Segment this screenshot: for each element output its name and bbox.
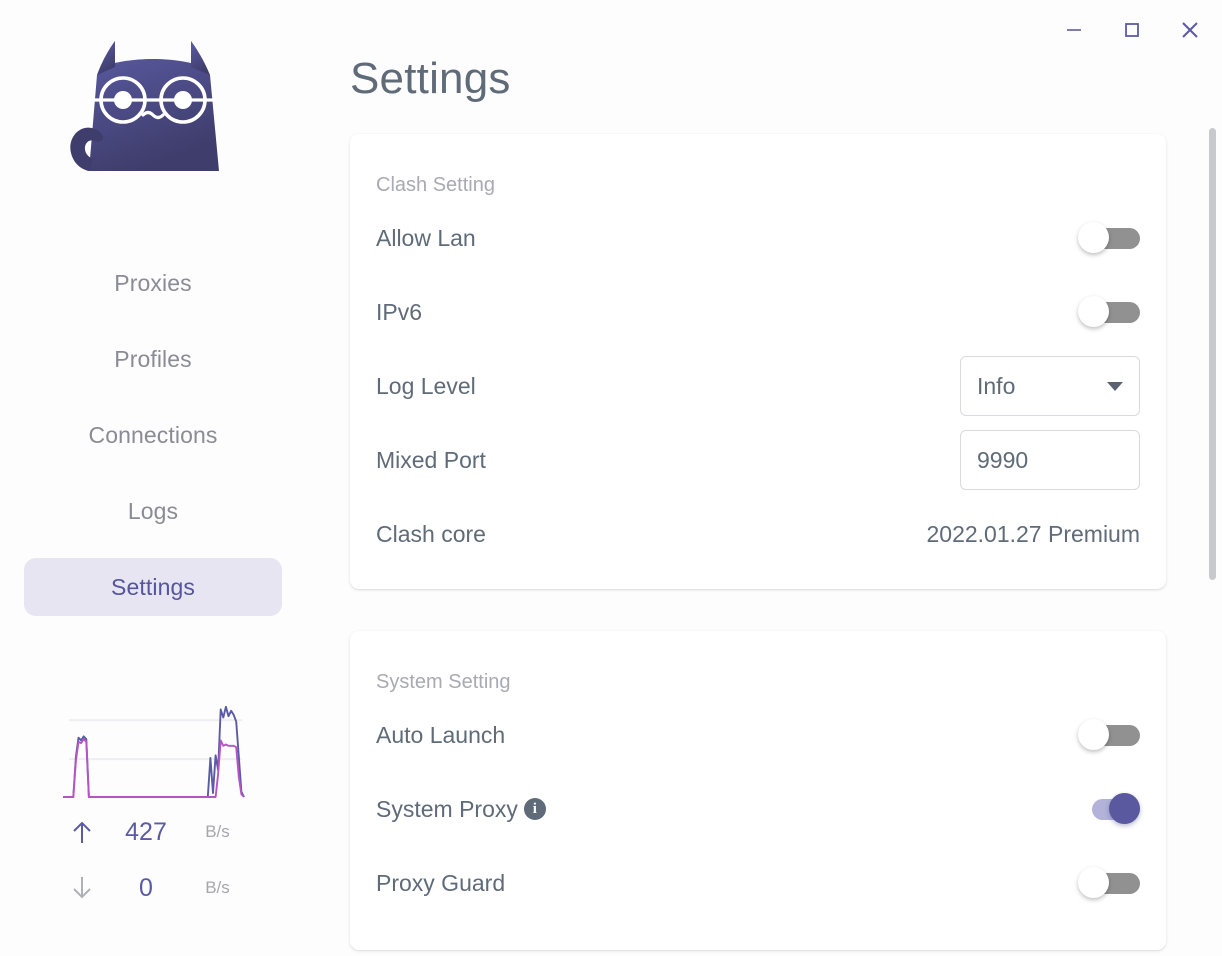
allow-lan-toggle[interactable]: [1078, 219, 1140, 257]
sidebar-item-connections[interactable]: Connections: [24, 406, 282, 464]
row-clash-core: Clash core 2022.01.27 Premium: [376, 497, 1140, 571]
auto-launch-toggle[interactable]: [1078, 716, 1140, 754]
row-label: Mixed Port: [376, 446, 486, 473]
clash-core-version: 2022.01.27 Premium: [926, 520, 1140, 547]
row-auto-launch: Auto Launch: [376, 698, 1140, 772]
toggle-knob: [1078, 222, 1109, 253]
page-title: Settings: [350, 54, 511, 103]
row-label: System Proxy i: [376, 796, 546, 823]
row-label: Log Level: [376, 372, 476, 399]
card-title: System Setting: [376, 671, 511, 693]
sidebar-item-logs[interactable]: Logs: [24, 482, 282, 540]
sidebar-item-label: Connections: [88, 421, 218, 448]
arrow-up-icon: [61, 819, 103, 845]
minimize-icon[interactable]: [1056, 12, 1092, 48]
system-proxy-label: System Proxy: [376, 795, 518, 822]
upload-rate-row: 427 B/s: [61, 809, 246, 855]
toggle-knob: [1078, 867, 1109, 898]
row-label: Allow Lan: [376, 224, 476, 251]
row-mixed-port: Mixed Port 9990: [376, 423, 1140, 497]
vertical-scrollbar[interactable]: [1209, 128, 1216, 580]
sidebar-item-label: Logs: [127, 497, 179, 524]
close-icon[interactable]: [1172, 12, 1208, 48]
proxy-guard-toggle[interactable]: [1078, 864, 1140, 902]
row-label: Auto Launch: [376, 721, 506, 748]
system-setting-card: System Setting Auto Launch System Proxy …: [350, 631, 1166, 950]
sidebar-item-label: Profiles: [114, 345, 192, 372]
row-ipv6: IPv6: [376, 275, 1140, 349]
toggle-knob: [1078, 719, 1109, 750]
sidebar-item-label: Proxies: [114, 269, 192, 296]
toggle-knob: [1109, 793, 1140, 824]
row-label: Proxy Guard: [376, 869, 506, 896]
traffic-widget: 427 B/s 0 B/s: [48, 694, 258, 911]
row-label: IPv6: [376, 298, 423, 325]
card-title: Clash Setting: [376, 174, 495, 196]
main-content: Settings Clash Setting Allow Lan IPv6: [306, 0, 1222, 956]
download-rate-unit: B/s: [205, 878, 230, 897]
mixed-port-input[interactable]: 9990: [960, 430, 1140, 490]
chevron-down-icon: [1107, 381, 1123, 391]
row-proxy-guard: Proxy Guard: [376, 846, 1140, 920]
download-rate-row: 0 B/s: [61, 865, 246, 911]
toggle-knob: [1078, 296, 1109, 327]
settings-cards: Clash Setting Allow Lan IPv6: [350, 134, 1194, 950]
info-icon[interactable]: i: [523, 798, 546, 820]
row-system-proxy: System Proxy i: [376, 772, 1140, 846]
arrow-down-icon: [61, 875, 103, 901]
sidebar-nav: Proxies Profiles Connections Logs Settin…: [0, 254, 306, 616]
traffic-chart: [61, 694, 246, 799]
clash-verge-cat-logo: [48, 18, 258, 228]
upload-rate-value: 427: [125, 817, 167, 846]
upload-rate-unit: B/s: [205, 822, 230, 841]
clash-setting-card: Clash Setting Allow Lan IPv6: [350, 134, 1166, 589]
window-controls: [1056, 12, 1208, 48]
sidebar-item-profiles[interactable]: Profiles: [24, 330, 282, 388]
sidebar-item-label: Settings: [111, 573, 195, 600]
system-proxy-toggle[interactable]: [1078, 790, 1140, 828]
maximize-icon[interactable]: [1114, 12, 1150, 48]
mixed-port-value: 9990: [977, 446, 1029, 473]
row-log-level: Log Level Info: [376, 349, 1140, 423]
sidebar-item-proxies[interactable]: Proxies: [24, 254, 282, 312]
log-level-select[interactable]: Info: [960, 356, 1140, 416]
sidebar-item-settings[interactable]: Settings: [24, 558, 282, 616]
row-label: Clash core: [376, 520, 486, 547]
row-allow-lan: Allow Lan: [376, 201, 1140, 275]
log-level-value: Info: [977, 372, 1016, 399]
ipv6-toggle[interactable]: [1078, 293, 1140, 331]
download-rate-value: 0: [139, 873, 153, 902]
sidebar: Proxies Profiles Connections Logs Settin…: [0, 0, 306, 956]
